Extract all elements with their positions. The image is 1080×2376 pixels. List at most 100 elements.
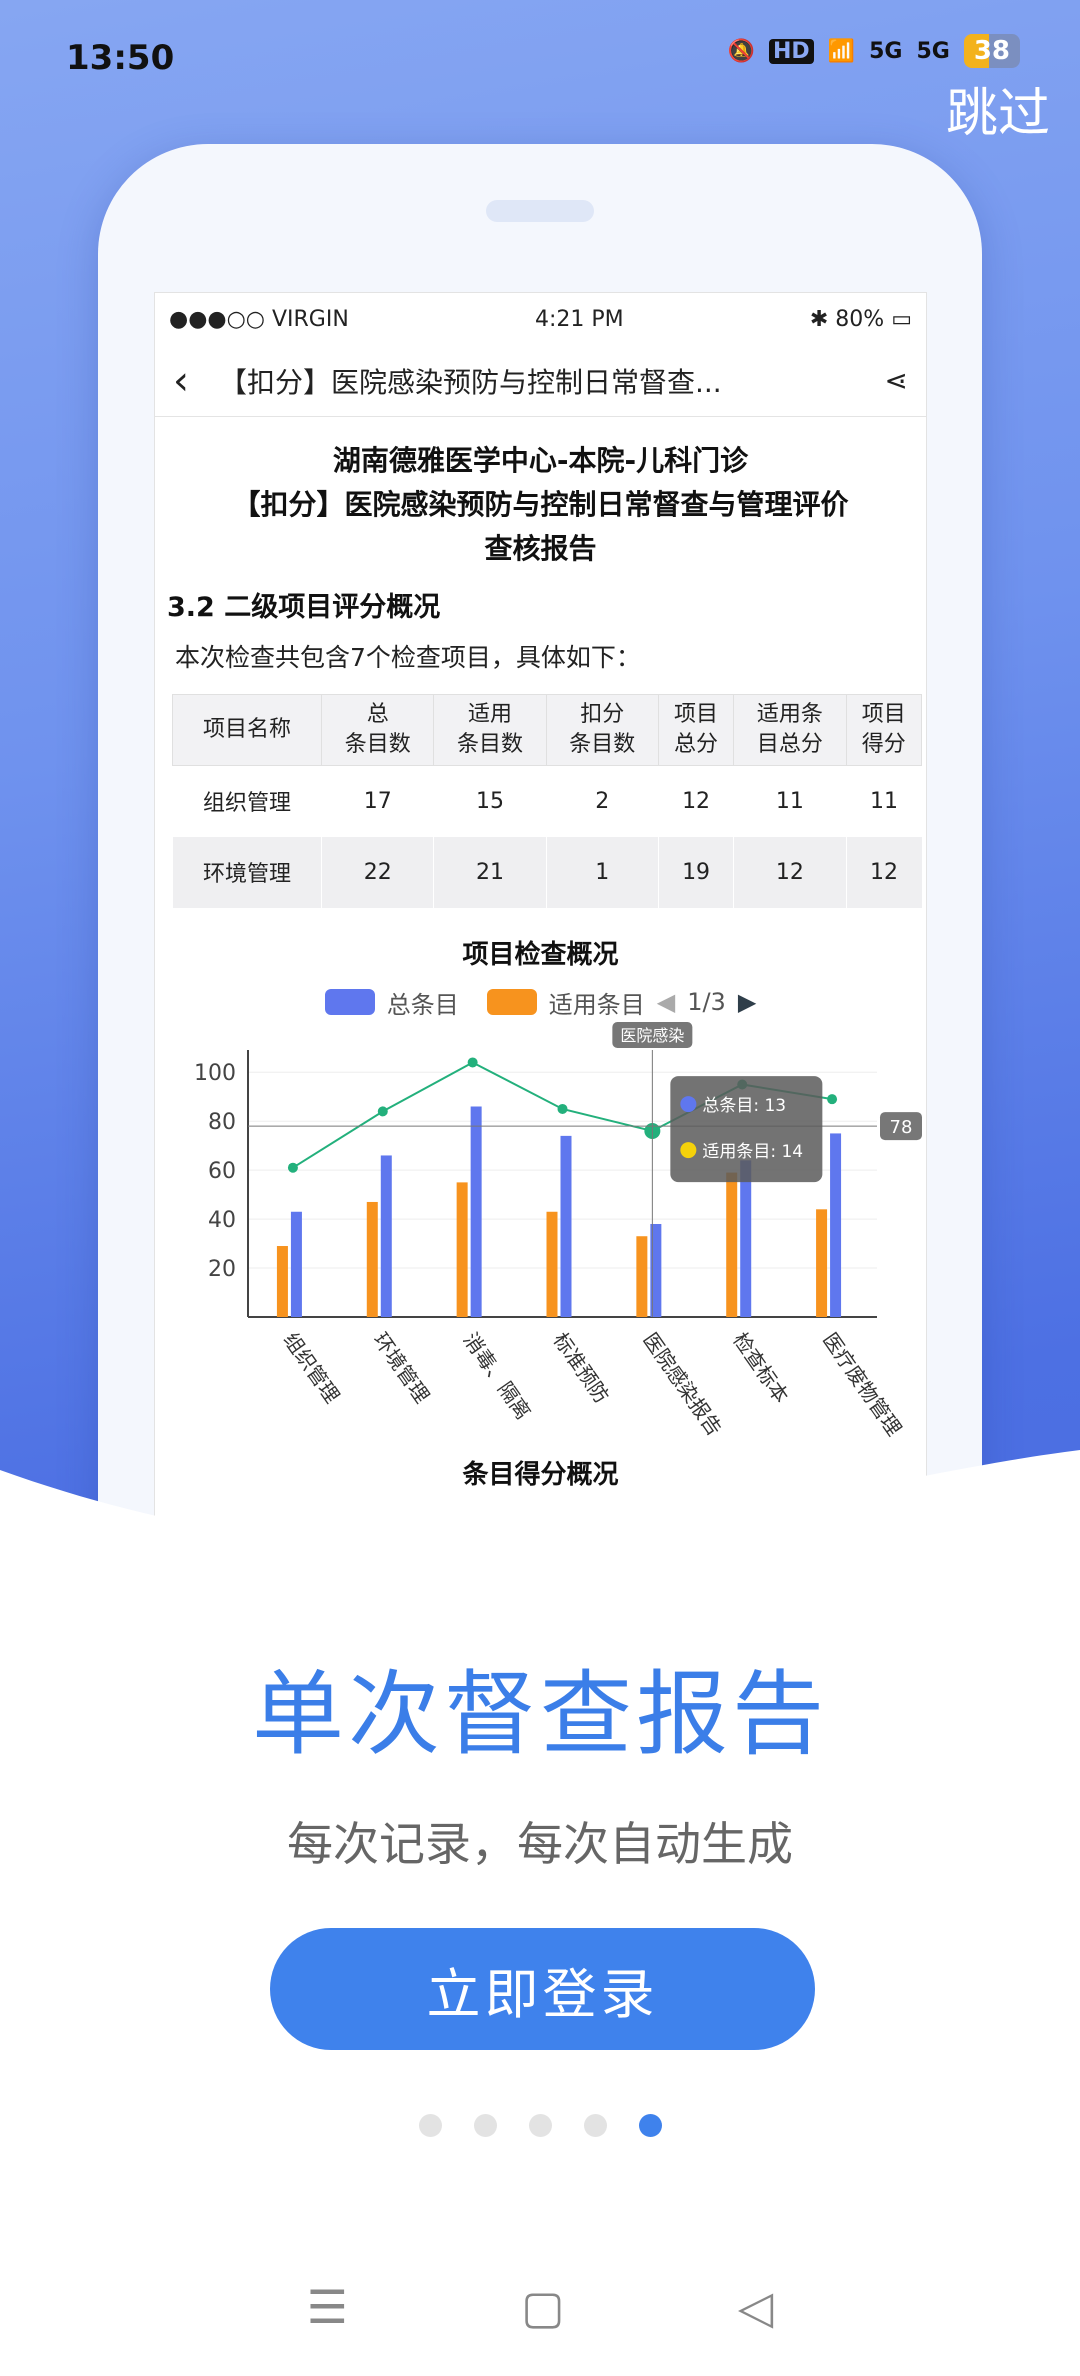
legend-prev-icon[interactable]: ◀ bbox=[656, 988, 676, 1016]
table-row: 组织管理 17 15 2 12 11 11 bbox=[171, 765, 922, 837]
report-title-line: 【扣分】医院感染预防与控制日常督查与管理评价 bbox=[232, 488, 849, 521]
wave-divider bbox=[0, 1450, 1080, 1570]
table-cell: 12 bbox=[657, 765, 734, 837]
table-header: 扣分 条目数 bbox=[545, 694, 659, 766]
mock-nav-bar: ‹ 【扣分】医院感染预防与控制日常督查... ⋖ bbox=[155, 345, 926, 417]
table-header: 项目 得分 bbox=[845, 694, 923, 766]
legend-next-icon[interactable]: ▶ bbox=[737, 988, 757, 1016]
bar-applicable bbox=[366, 1201, 378, 1317]
legend-swatch-total bbox=[324, 989, 375, 1015]
line-point bbox=[287, 1162, 298, 1173]
tooltip-label: 适用条目: 14 bbox=[702, 1142, 803, 1162]
x-tick-label: 消毒、隔离 bbox=[459, 1328, 536, 1424]
bar-total bbox=[290, 1211, 302, 1317]
x-tick-label: 医院感染报告 bbox=[638, 1328, 726, 1440]
table-header: 项目名称 bbox=[171, 694, 323, 766]
table-cell: 22 bbox=[321, 836, 434, 908]
phone-speaker bbox=[486, 200, 594, 222]
chart-title: 项目检查概况 bbox=[462, 939, 619, 970]
bar-applicable bbox=[276, 1245, 288, 1317]
promo-subtitle: 每次记录，每次自动生成 bbox=[287, 1817, 793, 1871]
report-title: 湖南德雅医学中心-本院-儿科门诊 【扣分】医院感染预防与控制日常督查与管理评价 … bbox=[155, 439, 926, 571]
y-tick-label: 80 bbox=[208, 1110, 236, 1135]
line-point bbox=[557, 1103, 568, 1114]
y-tick-label: 60 bbox=[208, 1159, 236, 1184]
mute-icon: 🔕 bbox=[727, 38, 755, 64]
line-point bbox=[467, 1056, 478, 1067]
status-time: 13:50 bbox=[66, 38, 175, 78]
hd-icon: HD bbox=[768, 38, 814, 64]
report-title-line: 湖南德雅医学中心-本院-儿科门诊 bbox=[332, 444, 749, 477]
promo-title: 单次督查报告 bbox=[251, 1661, 828, 1768]
bluetooth-icon: ✱ bbox=[809, 306, 836, 332]
legend-swatch-applicable bbox=[486, 989, 537, 1015]
bar-applicable bbox=[726, 1172, 738, 1317]
mock-status-bar: ●●●○○ VIRGIN 4:21 PM ✱ 80% ▭ bbox=[155, 293, 926, 345]
signal-icon-1: 5G bbox=[869, 38, 903, 64]
wifi-icon: 📶 bbox=[827, 38, 856, 64]
table-cell: 17 bbox=[321, 765, 434, 837]
bar-total bbox=[470, 1106, 482, 1317]
table-cell: 12 bbox=[733, 836, 847, 908]
menu-icon[interactable]: ☰ bbox=[306, 2280, 348, 2334]
page-dot[interactable] bbox=[528, 2114, 552, 2137]
y-tick-label: 100 bbox=[194, 1061, 236, 1086]
tooltip bbox=[670, 1075, 823, 1182]
y-tick-label: 20 bbox=[208, 1257, 236, 1282]
page-dot[interactable] bbox=[473, 2114, 497, 2137]
tooltip-label: 总条目: 13 bbox=[702, 1096, 786, 1116]
mock-time: 4:21 PM bbox=[535, 306, 624, 332]
page-dot[interactable] bbox=[418, 2114, 442, 2137]
table-cell: 1 bbox=[545, 836, 659, 908]
home-icon[interactable]: ▢ bbox=[521, 2280, 565, 2334]
table-cell: 11 bbox=[845, 765, 922, 837]
bar-total bbox=[830, 1132, 842, 1317]
line-point bbox=[827, 1093, 838, 1104]
bar-applicable bbox=[546, 1211, 558, 1317]
bar-total bbox=[560, 1135, 572, 1317]
crosshair-y-label: 78 bbox=[890, 1117, 913, 1138]
chart-legend: 总条目 适用条目 ◀ 1/3 ▶ bbox=[155, 985, 926, 1020]
table-row: 环境管理 22 21 1 19 12 12 bbox=[171, 836, 922, 908]
tooltip-marker bbox=[680, 1141, 697, 1158]
next-chart-title: 条目得分概况 bbox=[462, 1459, 619, 1490]
score-table: 项目名称总条目数 适用 条目数 扣分 条目数 项目 总分 适用条 目总分 项目 得分 组织管理 17 1… bbox=[171, 694, 923, 908]
battery-indicator: 38 bbox=[963, 34, 1020, 68]
crosshair-x-badge bbox=[612, 1021, 693, 1048]
line-point bbox=[377, 1105, 388, 1116]
back-nav-icon[interactable]: ◁ bbox=[737, 2280, 774, 2334]
table-cell: 2 bbox=[545, 765, 659, 837]
bar-applicable bbox=[456, 1181, 468, 1317]
table-cell: 21 bbox=[433, 836, 547, 908]
bar-total bbox=[650, 1223, 662, 1317]
x-tick-label: 标准预防 bbox=[548, 1328, 614, 1407]
y-tick-label: 40 bbox=[208, 1208, 236, 1233]
legend-label[interactable]: 总条目 bbox=[386, 990, 459, 1019]
login-button[interactable]: 立即登录 bbox=[270, 1928, 815, 2050]
crosshair-x-label: 医院感染 bbox=[620, 1026, 684, 1045]
legend-page: 1/3 bbox=[687, 988, 726, 1016]
page-dot[interactable] bbox=[638, 2114, 662, 2137]
bar-total bbox=[740, 1159, 752, 1317]
back-icon: ‹ bbox=[173, 357, 189, 404]
section-intro: 本次检查共包含7个检查项目，具体如下： bbox=[175, 643, 641, 672]
carrier: ●●●○○ VIRGIN bbox=[169, 306, 349, 332]
page-indicator bbox=[0, 2114, 1080, 2137]
table-cell: 环境管理 bbox=[171, 836, 322, 908]
skip-button[interactable]: 跳过 bbox=[945, 84, 1050, 144]
signal-icon-2: 5G bbox=[916, 38, 950, 64]
share-icon: ⋖ bbox=[884, 364, 908, 397]
legend-label[interactable]: 适用条目 bbox=[548, 990, 645, 1019]
mock-nav-title: 【扣分】医院感染预防与控制日常督查... bbox=[219, 365, 722, 399]
table-header: 适用条 目总分 bbox=[733, 694, 847, 766]
x-tick-label: 环境管理 bbox=[369, 1328, 435, 1407]
page-dot[interactable] bbox=[583, 2114, 607, 2137]
table-header: 总条目数 bbox=[321, 694, 435, 766]
battery-percent: 80% bbox=[835, 306, 885, 332]
bar-total bbox=[380, 1154, 392, 1317]
table-cell: 19 bbox=[657, 836, 734, 908]
table-cell: 组织管理 bbox=[171, 765, 322, 837]
table-cell: 15 bbox=[433, 765, 547, 837]
x-tick-label: 组织管理 bbox=[279, 1328, 345, 1407]
